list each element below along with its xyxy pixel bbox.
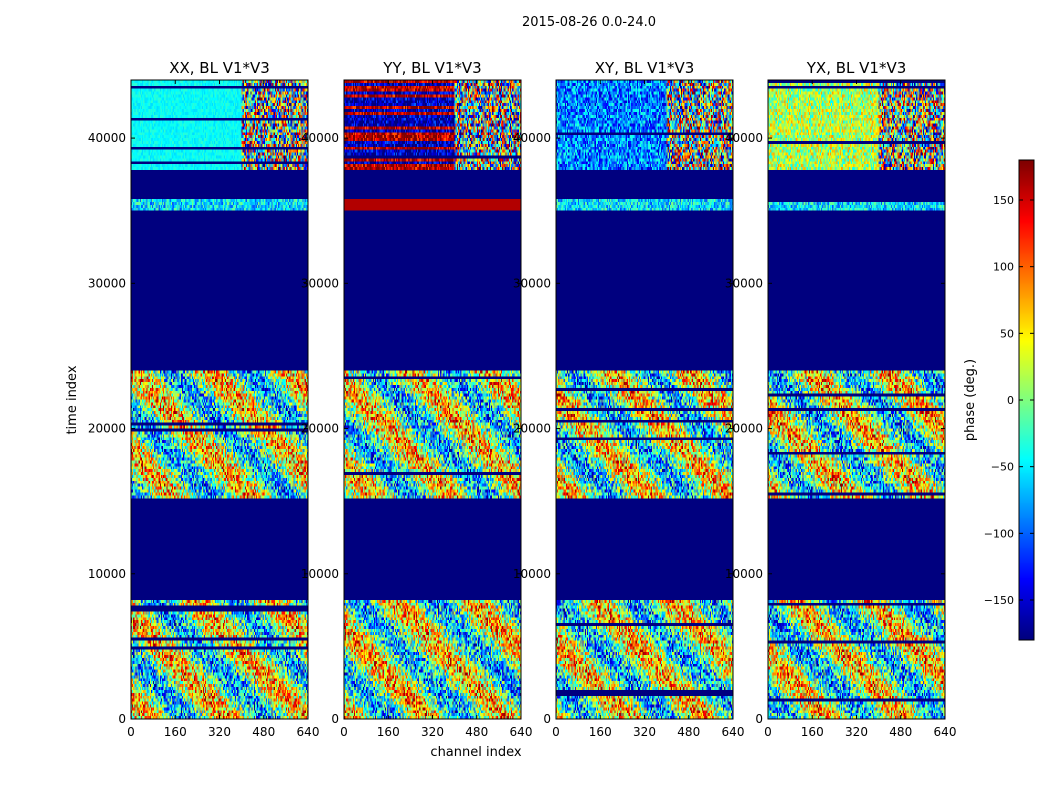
x-tick-label: 480 [465,725,488,739]
y-tick-label: 40000 [301,131,339,145]
colorbar-tick-label: 50 [1000,327,1014,340]
panel-title: XY, BL V1*V3 [595,59,695,77]
y-tick-label: 0 [755,712,763,726]
y-tick-label: 30000 [88,276,126,290]
x-tick-label: 480 [889,725,912,739]
x-tick-label: 640 [297,725,320,739]
panel-title: XX, BL V1*V3 [169,59,270,77]
panel-yx: YX, BL V1*V3 0 160 320 480 640 0 10000 20000 3000… [725,59,957,739]
colorbar-tick-label: −100 [984,527,1014,540]
panel-xy: XY, BL V1*V3 0 160 320 480 640 0 10000 20000 3000… [513,59,745,739]
y-tick-label: 40000 [513,131,551,145]
heatmap-cells [768,80,945,719]
heatmap-cells [556,80,733,719]
panel-title: YX, BL V1*V3 [806,59,907,77]
y-tick-label: 10000 [513,567,551,581]
x-tick-label: 480 [252,725,275,739]
x-tick-label: 640 [934,725,957,739]
x-tick-label: 0 [552,725,560,739]
y-tick-label: 20000 [301,422,339,436]
x-tick-label: 320 [633,725,656,739]
colorbar: −150 −100 −50 0 50 100 150 phase (deg.) [963,159,1035,641]
y-tick-label: 20000 [725,422,763,436]
y-tick-label: 30000 [725,276,763,290]
x-tick-label: 640 [510,725,533,739]
y-axis-label: time index [65,365,80,434]
colorbar-label: phase (deg.) [963,359,978,441]
x-tick-label: 0 [340,725,348,739]
x-tick-label: 0 [127,725,135,739]
y-tick-label: 10000 [301,567,339,581]
panel-yy: YY, BL V1*V3 0 160 320 480 640 0 10000 20000 3000… [301,59,533,739]
colorbar-tick-label: −50 [991,461,1014,474]
x-axis-label: channel index [430,745,521,760]
x-tick-label: 160 [377,725,400,739]
figure-suptitle: 2015-08-26 0.0-24.0 [522,15,656,30]
y-tick-label: 10000 [88,567,126,581]
panel-title: YY, BL V1*V3 [382,59,481,77]
panels-group: XX, BL V1*V3 0 160 320 480 640 0 10000 20000 3000… [88,59,957,739]
y-tick-label: 40000 [88,131,126,145]
y-tick-label: 0 [543,712,551,726]
colorbar-gradient [1019,160,1034,640]
y-tick-label: 40000 [725,131,763,145]
y-tick-label: 0 [118,712,126,726]
heatmap-cells [344,80,521,719]
y-tick-label: 0 [331,712,339,726]
x-tick-label: 160 [801,725,824,739]
panel-xx: XX, BL V1*V3 0 160 320 480 640 0 10000 20000 3000… [88,59,320,739]
colorbar-tick-label: −150 [984,594,1014,607]
y-tick-label: 30000 [513,276,551,290]
x-tick-label: 320 [845,725,868,739]
x-tick-label: 640 [722,725,745,739]
x-tick-label: 320 [208,725,231,739]
heatmap-cells [131,80,308,719]
x-tick-label: 0 [764,725,772,739]
x-tick-label: 480 [677,725,700,739]
x-tick-label: 160 [589,725,612,739]
y-tick-label: 30000 [301,276,339,290]
y-tick-label: 10000 [725,567,763,581]
colorbar-tick-label: 0 [1007,394,1014,407]
x-tick-label: 160 [164,725,187,739]
y-tick-label: 20000 [88,422,126,436]
x-tick-label: 320 [421,725,444,739]
colorbar-tick-label: 150 [993,194,1014,207]
colorbar-tick-label: 100 [993,261,1014,274]
y-tick-label: 20000 [513,422,551,436]
